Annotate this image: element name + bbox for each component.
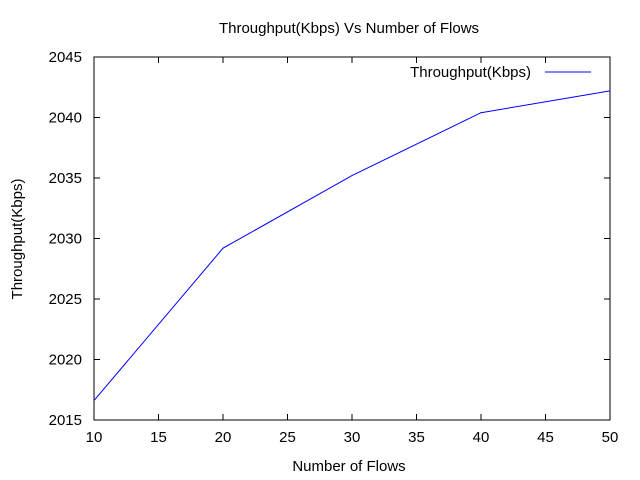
legend: Throughput(Kbps) <box>410 64 591 81</box>
y-tick-label: 2020 <box>49 352 82 369</box>
data-point <box>351 175 353 177</box>
x-tick-label: 40 <box>473 429 490 446</box>
chart-title: Throughput(Kbps) Vs Number of Flows <box>219 20 479 37</box>
y-tick-label: 2015 <box>49 412 82 429</box>
x-tick-label: 50 <box>602 429 619 446</box>
data-point <box>93 400 95 402</box>
x-tick-label: 15 <box>150 429 167 446</box>
y-tick-label: 2025 <box>49 291 82 308</box>
x-tick-label: 35 <box>408 429 425 446</box>
data-point <box>222 247 224 249</box>
y-tick-label: 2040 <box>49 110 82 127</box>
series-line <box>93 90 611 401</box>
y-tick-label: 2030 <box>49 231 82 248</box>
x-tick-label: 25 <box>279 429 296 446</box>
plot-frame <box>93 56 611 421</box>
y-tick-label: 2035 <box>49 170 82 187</box>
axes: 10 15 20 25 30 35 40 45 502015202020252030203520… <box>49 49 619 446</box>
x-tick-label: 45 <box>537 429 554 446</box>
x-tick-label: 20 <box>215 429 232 446</box>
x-tick-label: 30 <box>344 429 361 446</box>
y-axis-label: Throughput(Kbps) <box>9 179 26 300</box>
x-axis-label: Number of Flows <box>292 458 405 475</box>
legend-label: Throughput(Kbps) <box>410 64 531 81</box>
data-point <box>609 90 611 92</box>
x-tick-label: 10 <box>86 429 103 446</box>
y-tick-label: 2045 <box>49 49 82 66</box>
series-layer <box>93 90 611 402</box>
data-point <box>480 112 482 114</box>
